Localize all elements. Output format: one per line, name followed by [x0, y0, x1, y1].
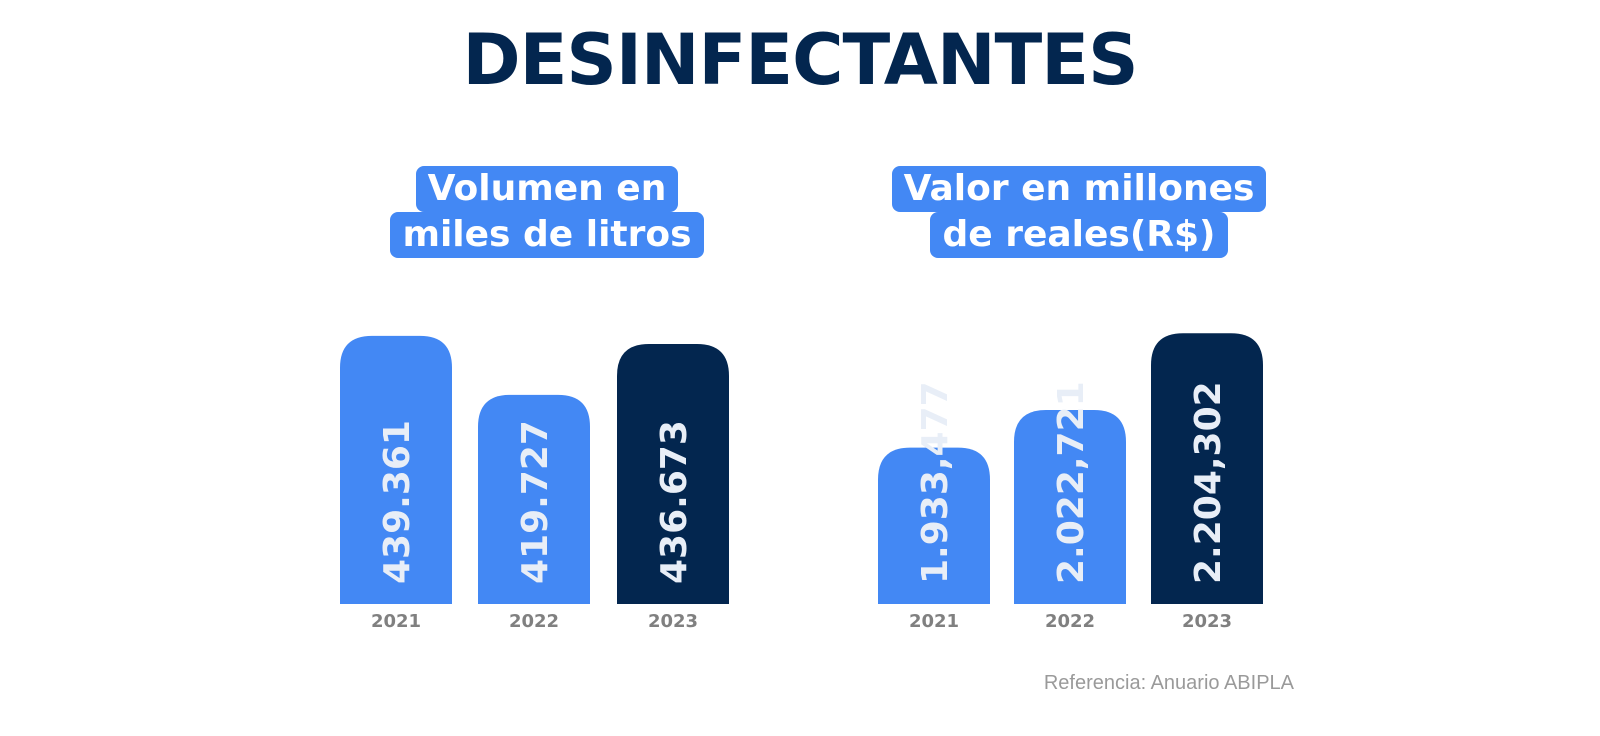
chart-volume-title-line-1: Volumen en — [415, 166, 679, 212]
tick-label-value-2021: 2021 — [909, 611, 959, 632]
data-label-volume-2023: 436.673 — [654, 420, 695, 584]
data-label-volume-2022: 419.727 — [515, 420, 556, 584]
chart-volume-title-line-2: miles de litros — [390, 212, 704, 258]
bar-volume-2021 — [340, 335, 452, 604]
data-label-value-2023: 2.204,302 — [1188, 381, 1229, 584]
source-note: Referencia: Anuario ABIPLA — [1043, 672, 1294, 694]
bar-volume-2022 — [478, 394, 590, 604]
tick-label-volume-2022: 2022 — [509, 611, 559, 632]
bar-value-2022 — [1014, 409, 1126, 604]
chart-volume-title: Volumen en miles de litros — [347, 166, 747, 258]
tick-label-value-2023: 2023 — [1182, 611, 1232, 632]
data-label-volume-2021: 439.361 — [377, 420, 418, 584]
data-label-value-2021: 1.933,477 — [915, 381, 956, 584]
page-title: DESINFECTANTES — [462, 19, 1138, 101]
tick-label-value-2022: 2022 — [1045, 611, 1095, 632]
tick-label-volume-2023: 2023 — [648, 611, 698, 632]
data-label-value-2022: 2.022,721 — [1051, 381, 1092, 584]
tick-label-volume-2021: 2021 — [371, 611, 421, 632]
chart-value-title-line-1: Valor en millones — [891, 166, 1267, 212]
chart-value-title: Valor en millones de reales(R$) — [879, 166, 1279, 258]
bar-value-2021 — [878, 447, 990, 604]
chart-value-title-line-2: de reales(R$) — [930, 212, 1228, 258]
bar-value-2023 — [1151, 333, 1263, 604]
bar-volume-2023 — [617, 343, 729, 604]
